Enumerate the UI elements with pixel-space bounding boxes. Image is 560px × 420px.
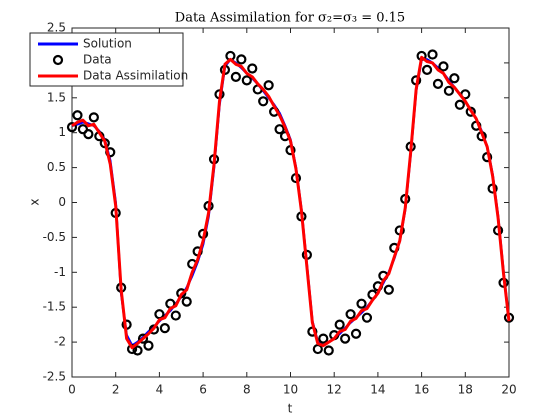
data-point	[340, 333, 351, 344]
data-point	[356, 298, 367, 309]
data-point	[83, 128, 94, 140]
legend-label: Solution	[83, 37, 132, 51]
series-line	[71, 55, 511, 350]
x-tick-label: 14	[370, 383, 385, 397]
x-tick-label: 0	[68, 383, 76, 397]
x-tick-label: 18	[458, 383, 473, 397]
x-tick-label: 16	[414, 383, 429, 397]
y-tick-label: -0.5	[43, 230, 66, 244]
data-point	[241, 75, 252, 86]
data-point	[274, 124, 285, 135]
data-point	[77, 124, 89, 135]
y-tick-label: 1.5	[47, 90, 66, 104]
legend-marker	[52, 54, 64, 66]
legend-label: Data Assimilation	[83, 69, 188, 83]
x-tick-label: 4	[156, 383, 164, 397]
data-point	[361, 312, 373, 323]
x-tick-label: 10	[283, 383, 298, 397]
data-point	[132, 345, 143, 356]
y-tick-label: 0.5	[47, 160, 66, 174]
data-point	[247, 63, 258, 74]
data-point	[432, 78, 444, 89]
data-point	[72, 110, 83, 121]
y-tick-label: -1	[54, 265, 66, 279]
data-point	[383, 284, 394, 295]
axes-box	[71, 27, 510, 378]
data-point	[454, 99, 465, 110]
data-point	[170, 310, 181, 321]
x-tick-label: 20	[501, 383, 516, 397]
x-tick-label: 8	[243, 383, 251, 397]
data-point	[236, 54, 247, 65]
data-point	[427, 49, 438, 60]
data-point	[88, 112, 99, 123]
y-tick-label: 2.5	[47, 21, 66, 35]
data-point	[350, 328, 362, 339]
x-tick-label: 2	[112, 383, 120, 397]
data-point	[334, 319, 345, 330]
y-tick-label: -1.5	[43, 300, 66, 314]
data-point	[143, 340, 154, 351]
legend-label: Data	[83, 53, 112, 67]
y-tick-label: 1	[58, 125, 66, 139]
data-point	[159, 323, 170, 334]
y-tick-label: -2.5	[43, 370, 66, 384]
y-tick-label: 0	[58, 195, 66, 209]
data-point	[323, 345, 334, 356]
data-point	[258, 96, 269, 107]
data-point	[181, 296, 192, 307]
y-axis-label: x	[28, 198, 42, 205]
data-point	[345, 309, 356, 320]
y-tick-label: -2	[54, 335, 66, 349]
data-point	[438, 61, 449, 72]
x-tick-label: 6	[199, 383, 207, 397]
data-point	[443, 85, 455, 96]
data-point	[421, 64, 433, 75]
data-point	[449, 73, 460, 84]
x-axis-label: t	[288, 402, 293, 416]
data-point	[263, 80, 274, 91]
data-point	[66, 122, 78, 133]
data-point	[318, 333, 329, 344]
x-tick-label: 12	[327, 383, 342, 397]
data-point	[230, 71, 241, 82]
data-point	[137, 333, 149, 344]
chart-title: Data Assimilation for σ₂=σ₃ = 0.15	[175, 11, 405, 26]
